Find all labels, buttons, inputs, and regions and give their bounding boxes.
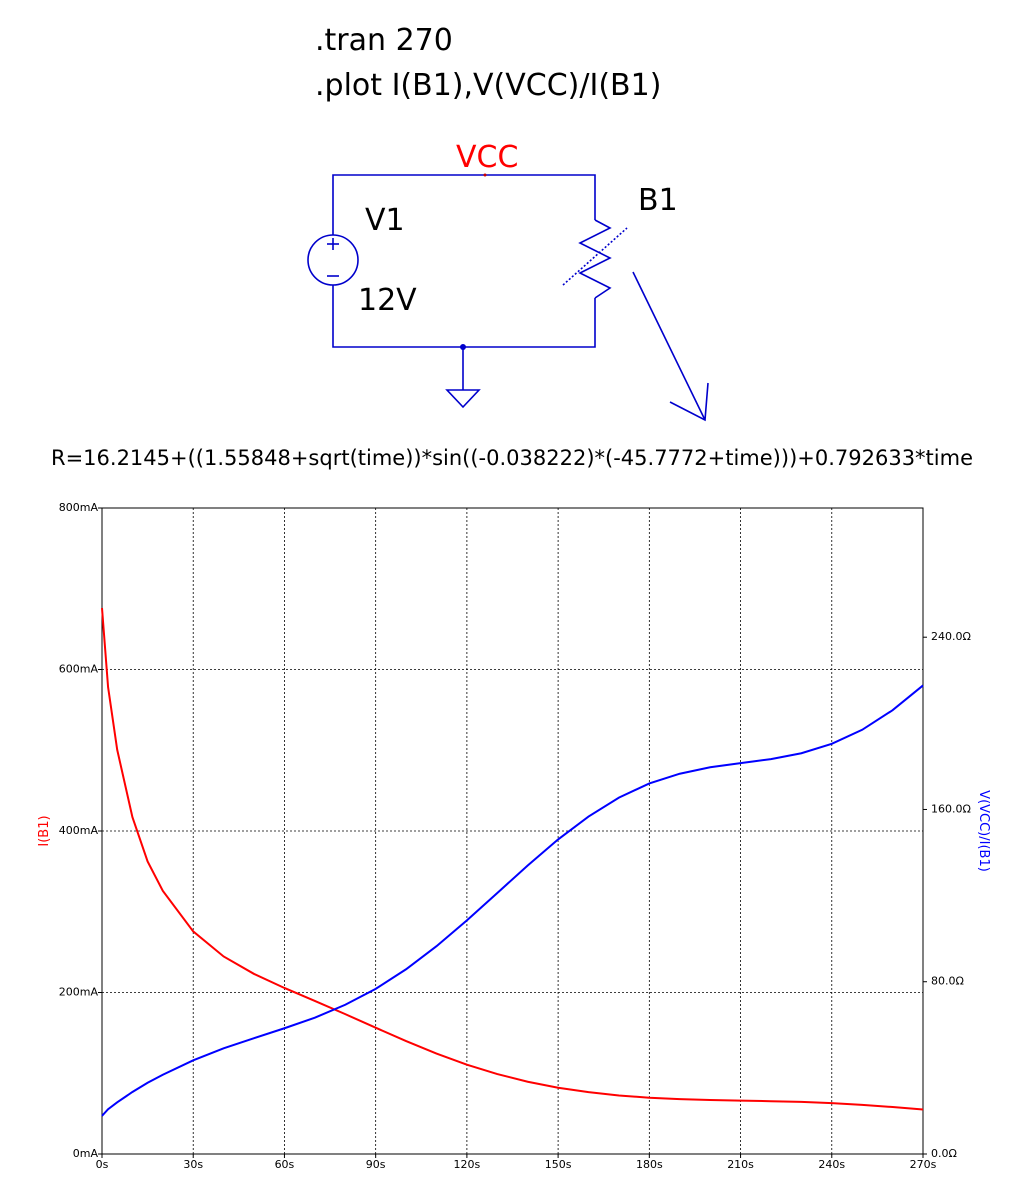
x-tick-label: 120s bbox=[454, 1158, 481, 1171]
y-tick-label: 200mA bbox=[59, 986, 99, 999]
y2-tick-label: 0.0Ω bbox=[931, 1147, 957, 1160]
series-line bbox=[101, 684, 924, 1117]
component-name: B1 bbox=[638, 183, 678, 218]
x-tick-label: 0s bbox=[96, 1158, 109, 1171]
directive: .plot I(B1),V(VCC)/I(B1) bbox=[315, 68, 661, 103]
plot: 0s 30s 60s 90s 120s 150s 180s 210s 240s 270s 0mA 20… bbox=[59, 501, 971, 1171]
y2-tick-label: 160.0Ω bbox=[931, 802, 971, 815]
plot-frame bbox=[101, 507, 924, 1155]
x-tick-label: 180s bbox=[636, 1158, 663, 1171]
y2-tick-label: 80.0Ω bbox=[931, 975, 964, 988]
y-tick-label: 800mA bbox=[59, 501, 99, 514]
y-tick-label: 400mA bbox=[59, 824, 99, 837]
y-tick-label: 0mA bbox=[73, 1147, 99, 1160]
x-tick-label: 60s bbox=[275, 1158, 295, 1171]
x-tick-label: 240s bbox=[818, 1158, 845, 1171]
y-axis-label: I(B1) bbox=[37, 815, 52, 846]
y2-tick-label: 240.0Ω bbox=[931, 630, 971, 643]
junction bbox=[460, 344, 466, 350]
directive: .tran 270 bbox=[315, 23, 453, 58]
formula: R=16.2145+((1.55848+sqrt(time))*sin((-0.… bbox=[51, 446, 973, 470]
x-tick-label: 90s bbox=[366, 1158, 386, 1171]
x-tick-label: 30s bbox=[183, 1158, 203, 1171]
net-label: VCC bbox=[456, 140, 518, 175]
y2-axis-label: V(VCC)/I(B1) bbox=[976, 790, 991, 872]
schematic bbox=[307, 174, 709, 422]
x-tick-label: 150s bbox=[545, 1158, 572, 1171]
y-tick-label: 600mA bbox=[59, 663, 99, 676]
series-line bbox=[101, 607, 924, 1111]
x-tick-label: 270s bbox=[910, 1158, 937, 1171]
net-dot bbox=[483, 173, 487, 177]
source-name: V1 bbox=[365, 203, 405, 238]
x-tick-label: 210s bbox=[727, 1158, 754, 1171]
source-value: 12V bbox=[358, 283, 417, 318]
